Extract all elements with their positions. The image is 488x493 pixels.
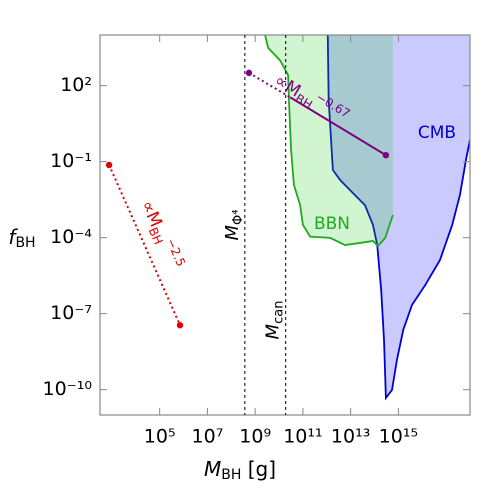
y-tick-label: 10⁻¹: [50, 150, 92, 172]
y-tick-label: 10²: [60, 74, 92, 96]
reference-label-sub: Φ⁴: [230, 210, 245, 225]
series-point: [245, 69, 253, 77]
series-point: [105, 161, 113, 169]
plot-area: [105, 35, 470, 401]
x-tick-label: 10⁵: [144, 426, 176, 448]
reference-label-main: M: [222, 224, 243, 240]
y-tick-label: 10⁻¹⁰: [43, 378, 92, 400]
x-tick-label: 10⁹: [239, 426, 271, 448]
y-axis-label: fBH: [8, 225, 35, 252]
reference-label-main: M: [263, 323, 284, 339]
x-tick-label: 10⁷: [192, 426, 224, 448]
x-axis-label: MBH [g]: [204, 457, 276, 484]
series-point: [176, 322, 184, 329]
series-segment: [289, 96, 387, 157]
y-tick-label: 10⁻⁴: [50, 226, 92, 248]
reference-label: Mcan: [263, 301, 287, 340]
reference-label: MΦ⁴: [222, 210, 246, 241]
region-label: CMB: [418, 123, 456, 143]
frame: [99, 34, 471, 416]
series-segment: [108, 164, 181, 326]
x-tick-label: 10¹¹: [283, 426, 322, 448]
reference-label-sub: can: [271, 301, 286, 324]
region-fill: [327, 35, 470, 398]
series-point: [382, 151, 390, 159]
x-tick-label: 10¹⁵: [379, 426, 418, 448]
region-boundary: [326, 35, 470, 401]
y-tick-label: 10⁻⁷: [50, 302, 92, 324]
region-label: BBN: [314, 214, 350, 234]
x-tick-label: 10¹³: [331, 426, 370, 448]
annotation-sub: BH: [146, 225, 166, 246]
region-boundary: [264, 35, 394, 248]
